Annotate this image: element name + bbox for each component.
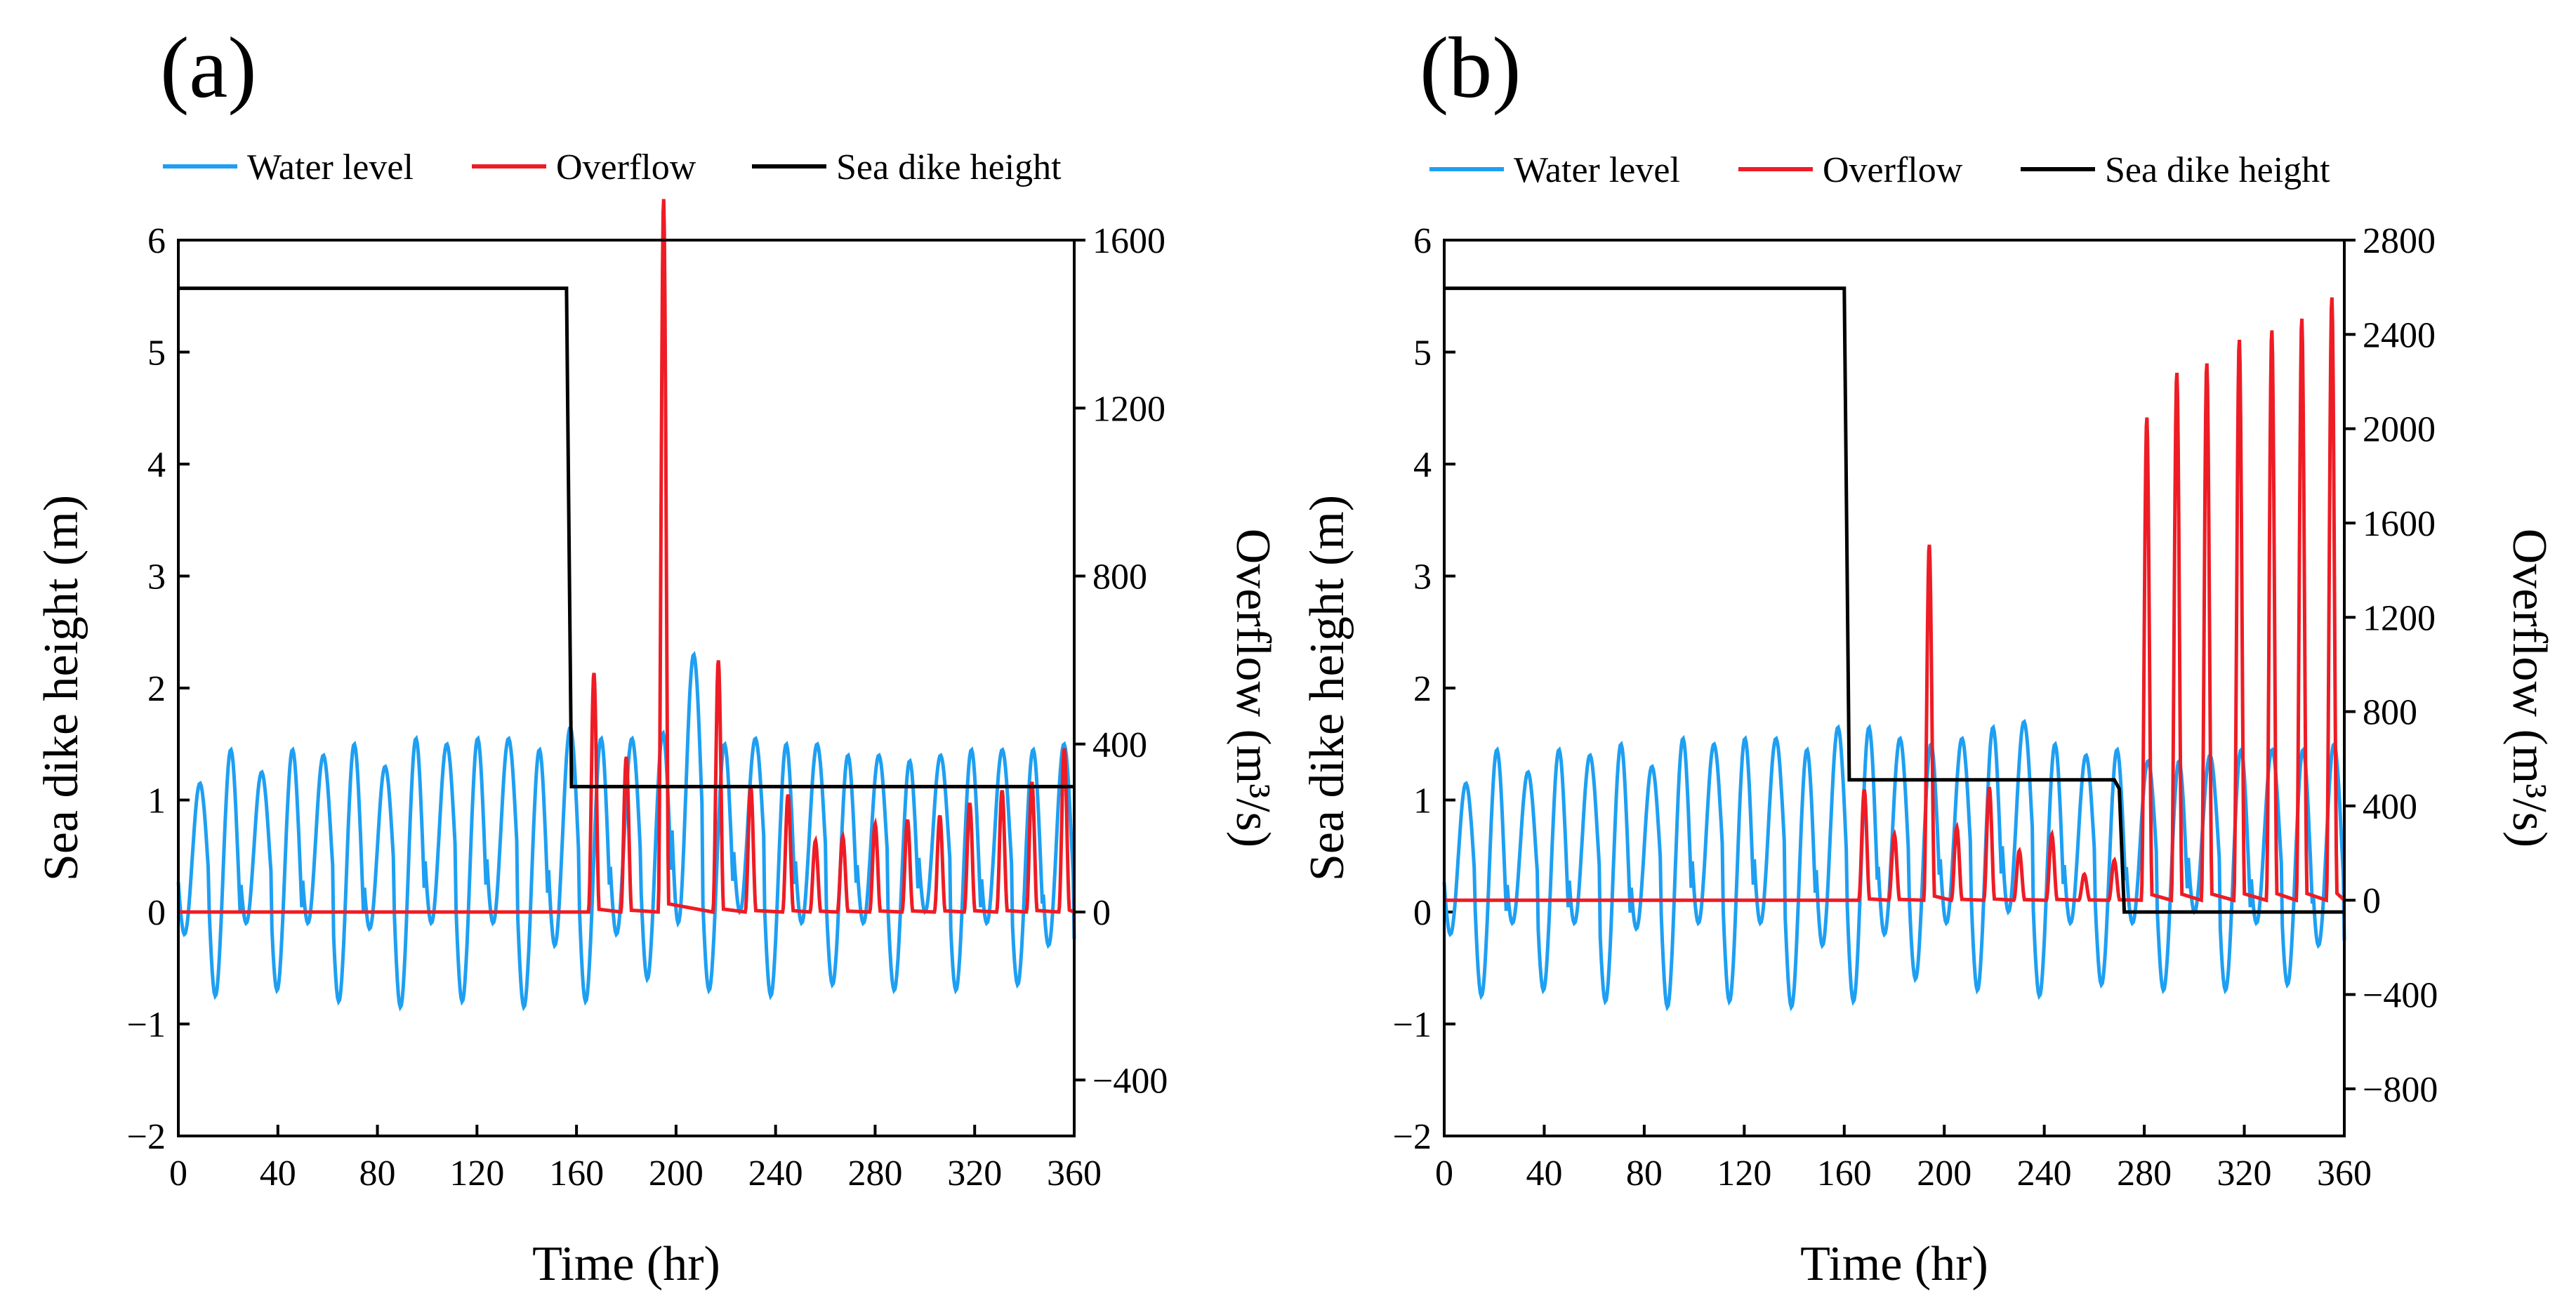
y2-tick-label: 0 [1092,893,1111,933]
y-tick-label: 2 [1413,669,1432,709]
y-tick-label: 0 [1413,893,1432,933]
panel-a-x-ticks: 0 40 80 120 160 200 240 280 320 360 [169,1125,1102,1194]
x-tick-label: 320 [2217,1154,2272,1194]
y-tick-label: 0 [147,893,166,933]
x-tick-label: 0 [1435,1154,1453,1194]
y2-tick-label: 800 [1092,557,1147,597]
panel-b-x-ticks: 0 40 80 120 160 200 240 280 320 360 [1435,1125,2372,1194]
panel-a: (a) Water level Overflow Sea dike height… [34,20,1280,1291]
panel-a-y-axis-title: Sea dike height (m) [34,495,88,881]
y-tick-label: 2 [147,669,166,709]
y2-tick-label: 800 [2363,693,2417,733]
panel-a-label: (a) [160,20,257,116]
x-tick-label: 200 [649,1154,704,1194]
y-tick-label: 6 [1413,221,1432,261]
x-tick-label: 360 [2317,1154,2372,1194]
x-tick-label: 120 [449,1154,504,1194]
x-tick-label: 80 [359,1154,396,1194]
panel-a-plot-area [176,199,1076,1012]
panel-b-label: (b) [1420,20,1521,116]
x-tick-label: 280 [847,1154,902,1194]
y-tick-label: 5 [1413,333,1432,374]
y-tick-label: 1 [147,781,166,821]
y2-tick-label: −400 [1092,1061,1168,1101]
x-tick-label: 40 [260,1154,296,1194]
x-tick-label: 320 [947,1154,1002,1194]
x-tick-label: 40 [1526,1154,1562,1194]
y-tick-label: 4 [1413,445,1432,485]
y-tick-label: 5 [147,333,166,374]
panel-a-y-ticks: −2 −1 0 1 2 3 4 5 6 [127,221,190,1157]
y2-tick-label: 1600 [1092,221,1165,261]
panel-b-y2-axis-title: Overflow (m³/s) [2502,529,2556,848]
panel-b-axes-frame [1443,239,2346,1137]
panel-a-y2-axis-title: Overflow (m³/s) [1226,529,1280,848]
panel-a-y2-ticks: −400 0 400 800 1200 1600 [1074,221,1168,1101]
y2-tick-label: 1200 [2363,598,2436,638]
y2-tick-label: 400 [1092,725,1147,765]
y2-tick-label: 1200 [1092,389,1165,429]
y-tick-label: −1 [127,1005,166,1045]
x-tick-label: 160 [1817,1154,1872,1194]
y-tick-label: −2 [1393,1117,1432,1157]
y-tick-label: −1 [1393,1005,1432,1045]
panel-a-legend: Water level Overflow Sea dike height [163,147,1062,187]
y-tick-label: 3 [1413,557,1432,597]
x-tick-label: 160 [549,1154,604,1194]
y2-tick-label: −400 [2363,976,2438,1016]
y2-tick-label: 2800 [2363,221,2436,261]
y2-tick-label: −800 [2363,1070,2438,1110]
y-tick-label: −2 [127,1117,166,1157]
series-line-overflow [1444,297,2346,903]
y-tick-label: 6 [147,221,166,261]
y-tick-label: 3 [147,557,166,597]
series-line-sea-dike-height [178,286,1074,788]
panel-b-y2-ticks: −800 −400 0 400 800 1200 1600 2000 2400 2800 [2344,221,2438,1110]
x-tick-label: 200 [1917,1154,1971,1194]
y2-tick-label: 400 [2363,787,2417,827]
x-tick-label: 120 [1717,1154,1771,1194]
panel-b-y-axis-title: Sea dike height (m) [1300,495,1354,881]
panel-b-plot-area [1442,286,2346,1012]
x-tick-label: 240 [2017,1154,2072,1194]
x-tick-label: 280 [2117,1154,2172,1194]
panel-b-legend: Water level Overflow Sea dike height [1429,150,2330,190]
legend-label-water-level: Water level [1514,150,1680,190]
x-tick-label: 240 [748,1154,803,1194]
y2-tick-label: 2000 [2363,410,2436,450]
panel-a-axes-frame [177,239,1076,1137]
legend-label-sea-dike-height: Sea dike height [2105,150,2330,190]
y2-tick-label: 2400 [2363,315,2436,355]
panel-b-y-ticks: −2 −1 0 1 2 3 4 5 6 [1393,221,1455,1157]
panel-b: (b) Water level Overflow Sea dike height… [1300,20,2556,1291]
legend-label-water-level: Water level [247,147,414,187]
y2-tick-label: 1600 [2363,504,2436,544]
panel-a-x-axis-title: Time (hr) [532,1237,720,1291]
panel-b-x-axis-title: Time (hr) [1800,1237,1988,1291]
legend-label-overflow: Overflow [1823,150,1963,190]
legend-label-overflow: Overflow [556,147,696,187]
legend-label-sea-dike-height: Sea dike height [836,147,1062,187]
series-line-overflow [178,199,1075,914]
x-tick-label: 0 [169,1154,187,1194]
x-tick-label: 80 [1626,1154,1663,1194]
series-line-sea-dike-height [1444,286,2344,914]
y-tick-label: 1 [1413,781,1432,821]
y2-tick-label: 0 [2363,881,2381,921]
y-tick-label: 4 [147,445,166,485]
x-tick-label: 360 [1047,1154,1102,1194]
